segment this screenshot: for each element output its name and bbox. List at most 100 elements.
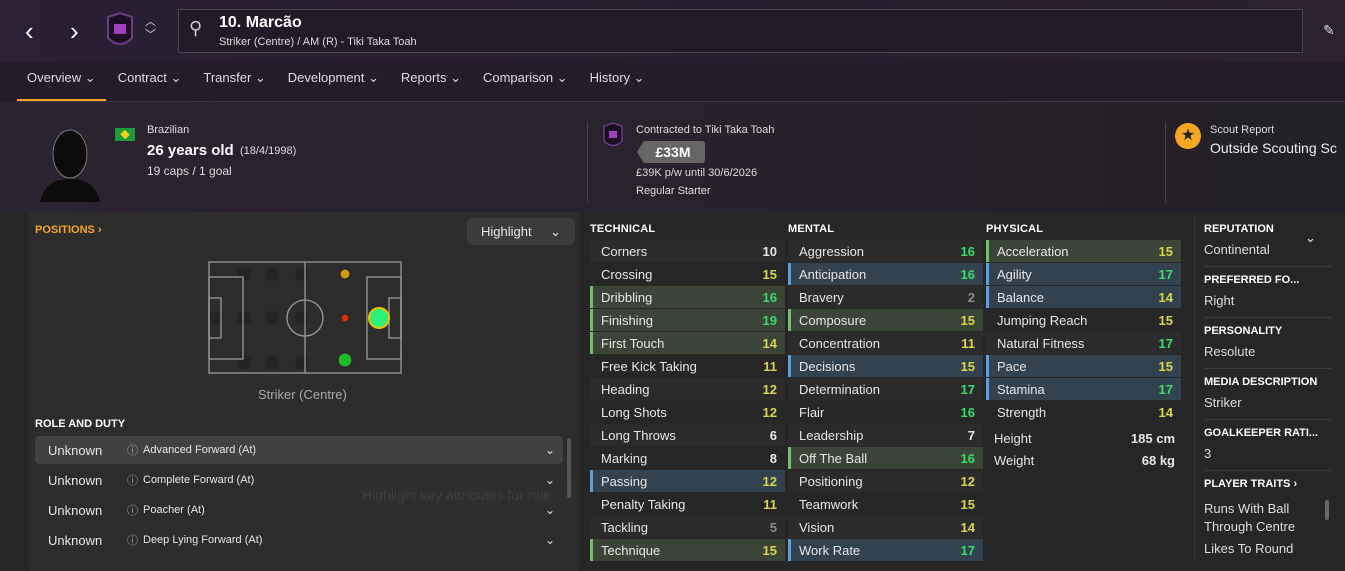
attribute-row-corners[interactable]: Corners 10 — [590, 240, 785, 262]
attribute-name: Crossing — [601, 266, 653, 282]
chevron-down-icon[interactable]: ⌄ — [544, 473, 555, 487]
tab-overview[interactable]: Overview ⌄ — [17, 66, 106, 102]
attribute-row-free-kick-taking[interactable]: Free Kick Taking 11 — [590, 355, 785, 377]
attribute-row-strength[interactable]: Strength 14 — [986, 401, 1181, 423]
trait: Likes To Round — [1204, 541, 1294, 556]
attribute-value: 17 — [1158, 335, 1173, 351]
attribute-row-passing[interactable]: Passing 12 — [590, 470, 785, 492]
attribute-value: 15 — [960, 312, 975, 328]
chevron-down-icon[interactable]: ⌄ — [544, 443, 555, 457]
attribute-name: Stamina — [997, 381, 1045, 397]
player-switch-arrows[interactable]: ︿ ﹀ — [145, 16, 156, 41]
selected-position: Striker (Centre) — [258, 387, 347, 402]
attribute-row-anticipation[interactable]: Anticipation 16 — [788, 263, 983, 285]
attribute-row-flair[interactable]: Flair 16 — [788, 401, 983, 423]
attribute-name: Agility — [997, 266, 1032, 282]
attribute-row-jumping-reach[interactable]: Jumping Reach 15 — [986, 309, 1181, 331]
attribute-name: Teamwork — [799, 496, 859, 512]
attribute-row-first-touch[interactable]: First Touch 14 — [590, 332, 785, 354]
info-icon[interactable]: ⓘ — [127, 475, 138, 487]
attribute-name: Dribbling — [601, 289, 653, 305]
attribute-row-stamina[interactable]: Stamina 17 — [986, 378, 1181, 400]
attribute-row-penalty-taking[interactable]: Penalty Taking 11 — [590, 493, 785, 515]
attribute-row-pace[interactable]: Pace 15 — [986, 355, 1181, 377]
attribute-name: Finishing — [601, 312, 654, 328]
attribute-value: 17 — [1158, 381, 1173, 397]
chevron-down-icon[interactable]: ⌄ — [1305, 230, 1316, 245]
attribute-row-off-the-ball[interactable]: Off The Ball 16 — [788, 447, 983, 469]
attribute-name: Bravery — [799, 289, 844, 305]
attribute-row-teamwork[interactable]: Teamwork 15 — [788, 493, 983, 515]
weight-value: 68 kg — [1141, 453, 1175, 468]
attribute-value: 16 — [960, 450, 975, 466]
attribute-row-determination[interactable]: Determination 17 — [788, 378, 983, 400]
attribute-row-decisions[interactable]: Decisions 15 — [788, 355, 983, 377]
attribute-row-aggression[interactable]: Aggression 16 — [788, 240, 983, 262]
attribute-value: 16 — [960, 266, 975, 282]
forward-button[interactable]: › — [70, 16, 79, 46]
attribute-value: 7 — [967, 427, 975, 443]
attribute-row-tackling[interactable]: Tackling 5 — [590, 516, 785, 538]
player-subtitle: Striker (Centre) / AM (R) - Tiki Taka To… — [219, 36, 417, 48]
tab-comparison[interactable]: Comparison ⌄ — [482, 70, 568, 85]
attribute-row-work-rate[interactable]: Work Rate 17 — [788, 539, 983, 561]
attribute-row-positioning[interactable]: Positioning 12 — [788, 470, 983, 492]
highlight-dropdown[interactable]: Highlight ⌄ — [467, 218, 575, 245]
attribute-name: Anticipation — [799, 266, 867, 282]
attribute-row-long-shots[interactable]: Long Shots 12 — [590, 401, 785, 423]
attribute-row-dribbling[interactable]: Dribbling 16 — [590, 286, 785, 308]
attribute-row-long-throws[interactable]: Long Throws 6 — [590, 424, 785, 446]
attribute-row-vision[interactable]: Vision 14 — [788, 516, 983, 538]
role-row[interactable]: Unknown ⓘ Poacher (At) ⌄ — [35, 496, 563, 524]
attribute-name: Pace — [997, 358, 1027, 374]
attribute-row-concentration[interactable]: Concentration 11 — [788, 332, 983, 354]
positions-link[interactable]: POSITIONS › — [35, 224, 102, 236]
role-row[interactable]: Unknown ⓘ Complete Forward (At) ⌄ — [35, 466, 563, 494]
edit-icon[interactable]: ✎ — [1323, 22, 1335, 38]
tab-development[interactable]: Development ⌄ — [287, 70, 379, 85]
role-ability: Unknown — [48, 502, 103, 518]
player-silhouette-icon — [40, 129, 100, 202]
attribute-row-heading[interactable]: Heading 12 — [590, 378, 785, 400]
attribute-name: Jumping Reach — [997, 312, 1088, 328]
attribute-row-leadership[interactable]: Leadership 7 — [788, 424, 983, 446]
weight-label: Weight — [994, 453, 1035, 468]
tab-transfer[interactable]: Transfer ⌄ — [203, 70, 266, 85]
tab-reports[interactable]: Reports ⌄ — [400, 70, 461, 85]
attribute-value: 19 — [762, 312, 777, 328]
attribute-name: Technique — [601, 542, 661, 558]
info-icon[interactable]: ⓘ — [127, 535, 138, 547]
back-button[interactable]: ‹ — [25, 16, 34, 46]
attribute-value: 17 — [960, 381, 975, 397]
attribute-row-agility[interactable]: Agility 17 — [986, 263, 1181, 285]
attribute-row-acceleration[interactable]: Acceleration 15 — [986, 240, 1181, 262]
attribute-name: Heading — [601, 381, 650, 397]
chevron-down-icon[interactable]: ⌄ — [544, 503, 555, 517]
attribute-row-balance[interactable]: Balance 14 — [986, 286, 1181, 308]
trait: Runs With Ball — [1204, 501, 1290, 516]
attribute-row-crossing[interactable]: Crossing 15 — [590, 263, 785, 285]
chevron-down-icon[interactable]: ⌄ — [544, 533, 555, 547]
attribute-row-bravery[interactable]: Bravery 2 — [788, 286, 983, 308]
attribute-row-natural-fitness[interactable]: Natural Fitness 17 — [986, 332, 1181, 354]
attribute-row-marking[interactable]: Marking 8 — [590, 447, 785, 469]
chevron-down-icon: ⌄ — [550, 224, 561, 239]
tab-contract[interactable]: Contract ⌄ — [117, 70, 182, 85]
side-label: PREFERRED FO... — [1204, 274, 1300, 286]
player-traits-link[interactable]: PLAYER TRAITS › — [1204, 478, 1298, 490]
attribute-row-technique[interactable]: Technique 15 — [590, 539, 785, 561]
info-icon[interactable]: ⓘ — [127, 505, 138, 517]
scout-report-label: Scout Report — [1210, 124, 1275, 136]
tab-history[interactable]: History ⌄ — [589, 70, 645, 85]
scout-report-value[interactable]: Outside Scouting Sc — [1210, 140, 1337, 156]
info-icon[interactable]: ⓘ — [127, 445, 138, 457]
role-row[interactable]: Unknown ⓘ Deep Lying Forward (At) ⌄ — [35, 526, 563, 554]
technical-heading: TECHNICAL — [590, 223, 656, 235]
role-row[interactable]: Unknown ⓘ Advanced Forward (At) ⌄ — [35, 436, 563, 464]
player-search-box[interactable]: ⚲ 10. Marcão Striker (Centre) / AM (R) -… — [178, 9, 1303, 53]
roles-scrollbar[interactable] — [567, 438, 571, 498]
attribute-row-finishing[interactable]: Finishing 19 — [590, 309, 785, 331]
traits-scrollbar[interactable] — [1325, 500, 1329, 520]
attribute-name: Penalty Taking — [601, 496, 686, 512]
attribute-row-composure[interactable]: Composure 15 — [788, 309, 983, 331]
